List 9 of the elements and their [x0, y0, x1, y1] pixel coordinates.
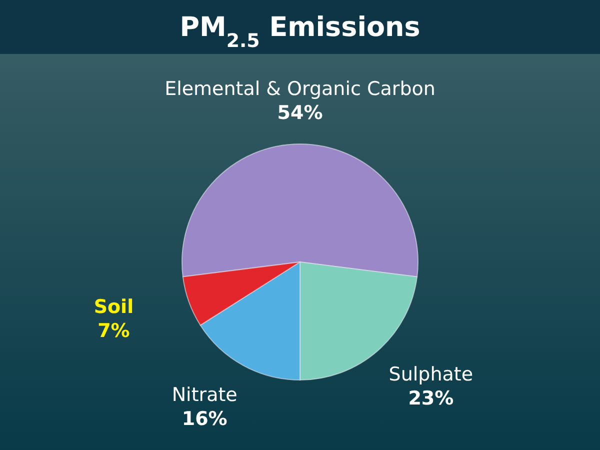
- slice-label: Soil: [94, 296, 134, 318]
- slice-label: Elemental & Organic Carbon: [164, 78, 436, 100]
- slice-label: Nitrate: [172, 384, 238, 406]
- data-label: 23%: [408, 387, 454, 410]
- chart-title: PM$_{2.5}$ Emissions: [180, 12, 420, 52]
- data-label: 7%: [98, 320, 130, 342]
- data-label: 54%: [277, 102, 323, 124]
- slice-label: Sulphate: [388, 363, 474, 386]
- data-label: 16%: [182, 408, 228, 430]
